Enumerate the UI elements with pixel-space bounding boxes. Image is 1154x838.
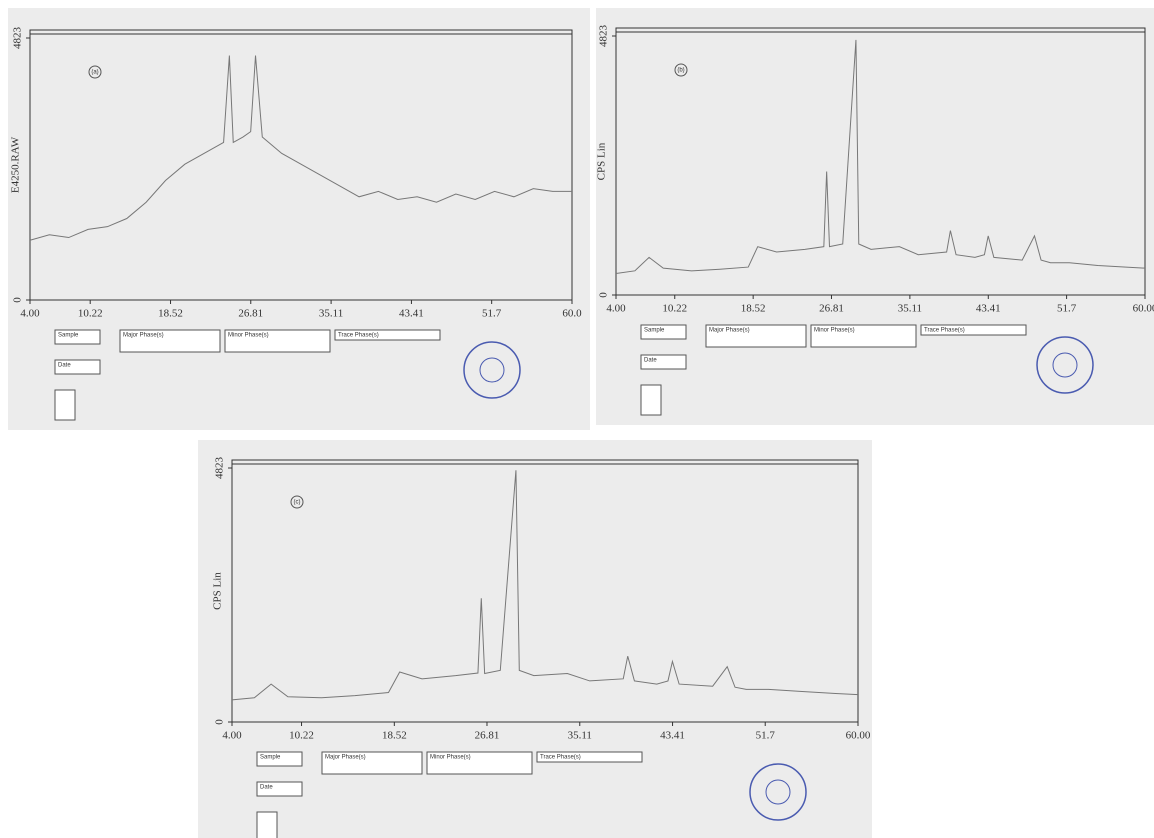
info-box	[334, 329, 441, 341]
info-box	[119, 329, 221, 353]
info-box-label: Minor Phase(s)	[814, 328, 855, 334]
info-box-label: Minor Phase(s)	[228, 333, 269, 339]
info-box	[256, 751, 303, 767]
y-tick-label: 4823	[214, 457, 226, 480]
panel-label-ring	[290, 495, 304, 509]
x-tick-label: 43.41	[976, 303, 1001, 315]
x-tick-label: 51.7	[1057, 303, 1077, 315]
y-axis-label: CPS Lin	[596, 142, 608, 180]
stamp-inner	[479, 357, 505, 383]
x-tick-label: 35.11	[319, 308, 343, 320]
info-box	[321, 751, 423, 775]
x-tick-label: 35.11	[898, 303, 922, 315]
x-tick-label: 18.52	[741, 303, 766, 315]
y-tick-label: 0	[12, 297, 24, 303]
stamp-inner	[765, 779, 791, 805]
info-box	[640, 384, 662, 416]
info-box	[640, 354, 687, 370]
x-tick-label: 43.41	[399, 308, 424, 320]
panel-label-ring	[88, 65, 102, 79]
info-box-label: Trace Phase(s)	[338, 333, 379, 339]
plot-frame	[615, 27, 1146, 296]
pattern-line	[231, 470, 859, 701]
plot-frame	[231, 459, 859, 723]
info-box	[54, 359, 101, 375]
info-box	[224, 329, 331, 353]
info-box-label: Sample	[644, 328, 665, 334]
info-box-label: Major Phase(s)	[123, 333, 164, 339]
y-axis-label: E4250.RAW	[10, 136, 22, 193]
info-box-label: Major Phase(s)	[709, 328, 750, 334]
panel-label-ring	[674, 63, 688, 77]
panel	[596, 8, 1154, 425]
y-tick-label: 0	[214, 719, 226, 725]
stamp	[749, 763, 807, 821]
panel	[8, 8, 590, 430]
info-box	[426, 751, 533, 775]
info-box	[920, 324, 1027, 336]
info-box	[705, 324, 807, 348]
x-tick-label: 60.00	[846, 730, 871, 742]
x-tick-label: 60.00	[1133, 303, 1154, 315]
x-tick-label: 10.22	[662, 303, 687, 315]
info-box-label: Trace Phase(s)	[924, 328, 965, 334]
info-box-label: Sample	[260, 755, 281, 761]
x-tick-label: 4.00	[20, 308, 40, 320]
info-box-label: Date	[644, 358, 657, 364]
y-tick-label: 4823	[598, 25, 610, 48]
x-tick-label: 4.00	[222, 730, 242, 742]
stamp	[463, 341, 521, 399]
panel-label: (b)	[677, 68, 684, 74]
panel-label: (c)	[294, 500, 301, 506]
x-tick-label: 35.11	[568, 730, 592, 742]
x-tick-label: 26.81	[819, 303, 844, 315]
stamp-inner	[1052, 352, 1078, 378]
info-box	[256, 811, 278, 838]
x-tick-label: 60.0	[562, 308, 582, 320]
y-axis-label: CPS Lin	[212, 572, 224, 610]
stamp	[1036, 336, 1094, 394]
pattern-line	[615, 39, 1146, 275]
info-box-label: Sample	[58, 333, 79, 339]
info-box	[810, 324, 917, 348]
x-tick-label: 18.52	[382, 730, 407, 742]
x-tick-label: 51.7	[482, 308, 502, 320]
x-tick-label: 43.41	[660, 730, 685, 742]
x-tick-label: 10.22	[78, 308, 103, 320]
info-box	[256, 781, 303, 797]
x-tick-label: 51.7	[756, 730, 776, 742]
x-tick-label: 18.52	[158, 308, 183, 320]
info-box-label: Date	[58, 363, 71, 369]
info-box	[536, 751, 643, 763]
x-tick-label: 26.81	[475, 730, 500, 742]
pattern-line	[29, 55, 572, 241]
info-box	[54, 389, 76, 421]
info-box-label: Major Phase(s)	[325, 755, 366, 761]
y-tick-label: 4823	[12, 27, 24, 50]
x-tick-label: 4.00	[606, 303, 626, 315]
y-tick-label: 0	[598, 292, 610, 298]
info-box	[640, 324, 687, 340]
x-tick-label: 10.22	[289, 730, 314, 742]
info-box	[54, 329, 101, 345]
panel-label: (a)	[91, 70, 98, 76]
info-box-label: Trace Phase(s)	[540, 755, 581, 761]
info-box-label: Minor Phase(s)	[430, 755, 471, 761]
plot-frame	[29, 29, 573, 301]
x-tick-label: 26.81	[238, 308, 263, 320]
info-box-label: Date	[260, 785, 273, 791]
